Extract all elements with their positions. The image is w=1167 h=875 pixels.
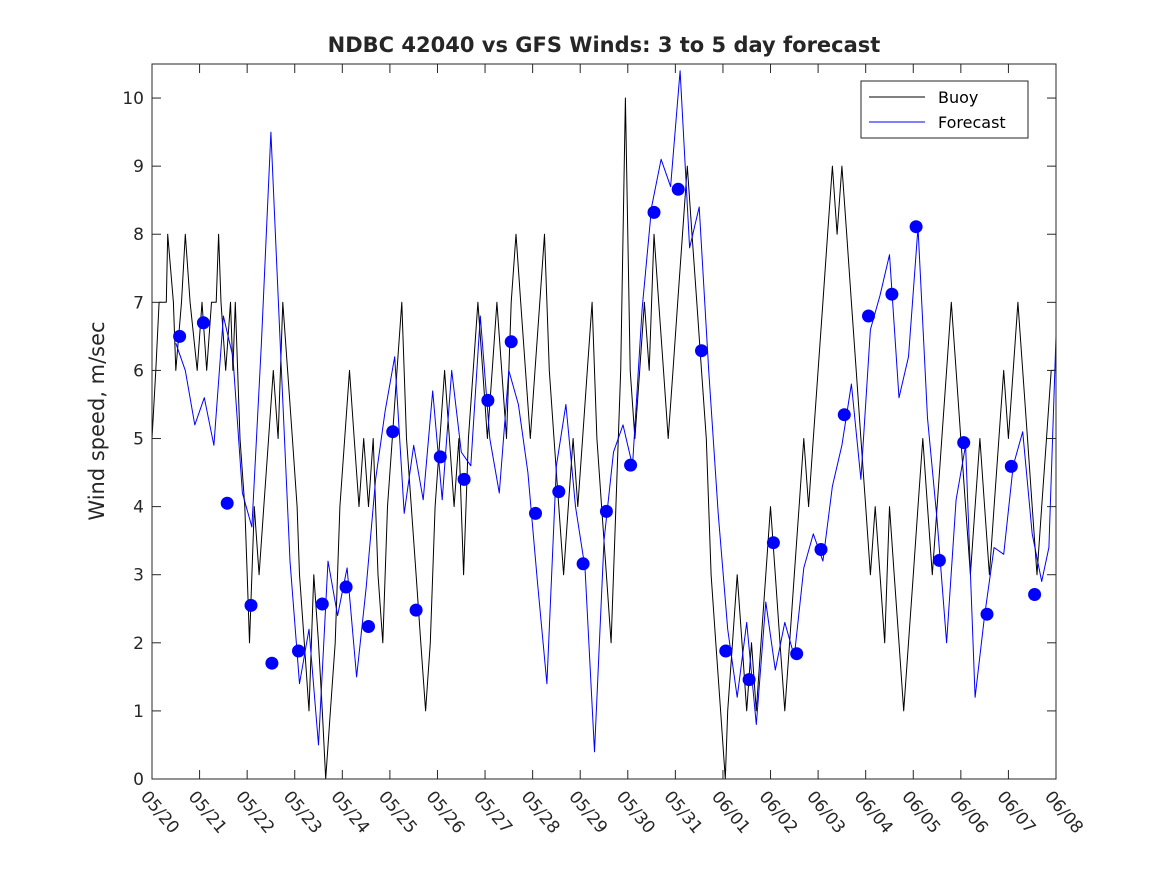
- forecast-marker: [220, 496, 234, 510]
- forecast-marker: [292, 644, 305, 658]
- x-tick-label: 05/26: [422, 787, 469, 837]
- x-tick-label: 05/31: [660, 787, 707, 837]
- x-tick-label: 06/05: [897, 787, 944, 837]
- forecast-marker: [386, 425, 400, 439]
- forecast-marker: [671, 182, 685, 196]
- x-tick-label: 06/01: [707, 787, 754, 837]
- forecast-marker: [504, 335, 518, 349]
- chart-title: NDBC 42040 vs GFS Winds: 3 to 5 day fore…: [328, 33, 881, 57]
- forecast-marker: [837, 408, 851, 422]
- x-tick-label: 05/29: [564, 787, 611, 837]
- plot-background: [152, 64, 1056, 779]
- forecast-marker: [957, 436, 971, 450]
- x-tick-label: 05/28: [517, 787, 564, 837]
- y-tick-label: 2: [133, 634, 144, 654]
- x-tick-label: 05/22: [231, 787, 278, 837]
- forecast-marker: [196, 316, 210, 330]
- forecast-marker: [244, 598, 258, 612]
- forecast-marker: [1004, 459, 1018, 473]
- forecast-marker: [742, 673, 756, 687]
- legend-label-forecast: Forecast: [938, 113, 1006, 132]
- forecast-marker: [790, 647, 804, 661]
- y-tick-label: 6: [133, 361, 144, 381]
- forecast-marker: [695, 344, 708, 358]
- x-tick-label: 05/30: [612, 787, 659, 837]
- x-tick-label: 05/25: [374, 787, 421, 837]
- buoy-line: [151, 97, 1056, 780]
- y-tick-label: 0: [133, 770, 144, 790]
- legend: Buoy Forecast: [860, 80, 1029, 139]
- forecast-marker: [766, 536, 780, 550]
- x-tick-label: 05/21: [184, 787, 231, 837]
- y-axis-label: Wind speed, m/sec: [85, 321, 109, 520]
- y-tick-label: 7: [133, 293, 144, 313]
- x-tick-label: 05/27: [469, 787, 516, 837]
- x-tick-label: 06/03: [802, 787, 849, 837]
- forecast-marker: [339, 580, 353, 594]
- y-tick-label: 8: [133, 225, 144, 245]
- y-tick-label: 5: [133, 430, 144, 450]
- forecast-marker: [932, 553, 946, 567]
- forecast-marker: [457, 472, 471, 486]
- forecast-marker: [624, 458, 638, 472]
- x-tick-label: 06/08: [1040, 787, 1087, 837]
- forecast-marker: [552, 485, 566, 499]
- forecast-marker: [814, 543, 828, 556]
- forecast-marker: [719, 644, 733, 658]
- forecast-marker: [885, 287, 899, 301]
- forecast-marker: [909, 220, 923, 234]
- forecast-marker: [862, 309, 875, 323]
- x-tick-label: 06/07: [993, 787, 1040, 837]
- y-tick-label: 1: [133, 702, 144, 722]
- x-tick-label: 05/24: [326, 787, 373, 837]
- series-layer: [151, 70, 1057, 780]
- forecast-marker: [980, 607, 994, 621]
- forecast-marker: [409, 603, 423, 617]
- forecast-marker: [362, 620, 375, 633]
- legend-box: [860, 80, 1029, 139]
- forecast-marker: [315, 597, 329, 611]
- y-tick-label: 9: [133, 157, 144, 177]
- forecast-marker: [529, 506, 542, 520]
- forecast-marker: [599, 504, 613, 518]
- x-tick-label: 06/02: [755, 787, 802, 837]
- y-tick-label: 4: [133, 498, 144, 518]
- legend-label-buoy: Buoy: [938, 88, 978, 107]
- forecast-line: [175, 70, 1057, 753]
- x-tick-label: 06/04: [850, 787, 897, 837]
- x-tick-label: 06/06: [945, 787, 992, 837]
- forecast-marker: [1028, 588, 1042, 601]
- forecast-marker: [173, 329, 187, 343]
- y-tick-label: 10: [122, 89, 144, 109]
- forecast-marker: [433, 450, 447, 464]
- y-tick-label: 3: [133, 566, 144, 586]
- forecast-marker: [265, 656, 279, 670]
- x-tick-label: 05/23: [279, 787, 326, 837]
- forecast-marker: [647, 205, 661, 219]
- axes-frame: [151, 63, 1057, 780]
- forecast-marker: [576, 557, 590, 571]
- x-tick-label: 05/20: [136, 787, 183, 837]
- forecast-marker: [481, 393, 495, 407]
